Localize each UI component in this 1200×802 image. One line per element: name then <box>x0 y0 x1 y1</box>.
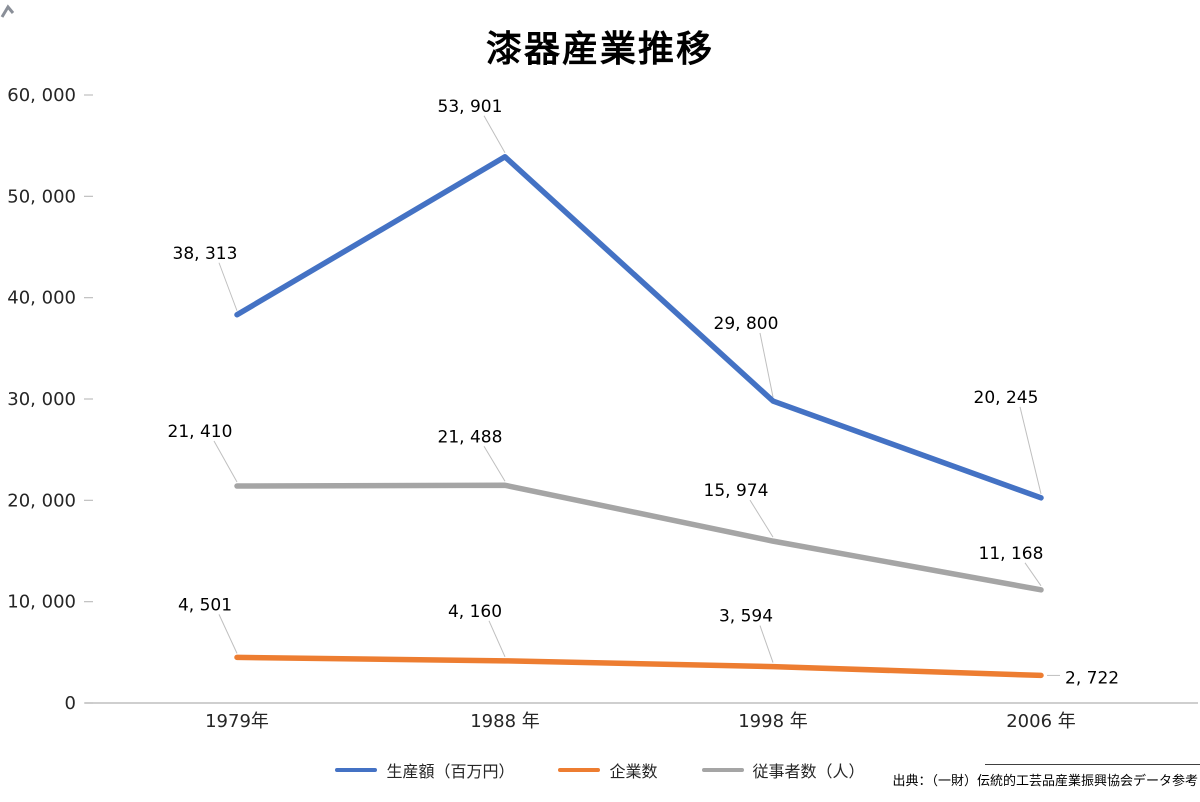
y-tick-label: 20, 000 <box>7 490 76 511</box>
label-leader-line <box>1019 406 1042 494</box>
data-label: 4, 160 <box>448 602 502 622</box>
source-box-border <box>985 764 1200 765</box>
data-label: 3, 594 <box>719 607 773 627</box>
data-label: 29, 800 <box>714 314 779 334</box>
legend-swatch-production <box>335 768 378 772</box>
chart-title: 漆器産業推移 <box>485 29 714 70</box>
data-label: 20, 245 <box>974 388 1039 408</box>
legend-item-companies: 企業数 <box>558 758 658 782</box>
legend-item-production: 生産額（百万円） <box>335 758 514 782</box>
corner-artifact <box>0 4 15 18</box>
x-tick-label: 1988 年 <box>470 711 540 732</box>
label-leader-line <box>1024 562 1042 587</box>
data-label: 2, 722 <box>1065 668 1119 688</box>
label-leader-line <box>213 440 238 483</box>
legend: 生産額（百万円） 企業数 従事者数（人） <box>0 757 1200 783</box>
label-leader-line <box>218 262 238 311</box>
label-leader-line <box>488 620 506 658</box>
y-tick-label: 10, 000 <box>7 592 76 613</box>
series-line-0 <box>234 154 1044 501</box>
data-label: 11, 168 <box>979 544 1044 564</box>
legend-swatch-workers <box>701 768 744 772</box>
y-tick-label: 60, 000 <box>7 85 76 106</box>
legend-label-production: 生産額（百万円） <box>386 762 515 781</box>
legend-swatch-companies <box>558 768 601 772</box>
y-tick-label: 0 <box>65 693 76 714</box>
data-label: 21, 410 <box>168 422 233 442</box>
y-tick-label: 50, 000 <box>7 186 76 207</box>
legend-label-companies: 企業数 <box>609 762 658 781</box>
y-tick-label: 30, 000 <box>7 389 76 410</box>
series-line-1 <box>234 654 1044 679</box>
x-tick-label: 2006 年 <box>1006 711 1076 732</box>
x-tick-label: 1979年 <box>205 711 269 732</box>
data-label: 4, 501 <box>178 595 232 615</box>
legend-item-workers: 従事者数（人） <box>701 758 865 782</box>
data-label: 21, 488 <box>438 427 503 447</box>
label-leader-line <box>759 332 774 398</box>
label-leader-line <box>749 499 774 538</box>
label-leader-line <box>759 625 774 663</box>
label-leader-line <box>483 445 506 482</box>
series-line-2 <box>234 482 1044 593</box>
data-label: 15, 974 <box>704 481 769 501</box>
source-note: 出典：（一財）伝統的工芸品産業振興協会データ参考 <box>892 774 1198 789</box>
label-leader-line <box>483 115 506 154</box>
data-label: 38, 313 <box>173 244 238 264</box>
y-tick-label: 40, 000 <box>7 288 76 309</box>
data-label: 53, 901 <box>438 97 503 117</box>
label-leader-line <box>218 614 238 654</box>
x-tick-label: 1998 年 <box>738 711 808 732</box>
legend-label-workers: 従事者数（人） <box>752 762 865 781</box>
